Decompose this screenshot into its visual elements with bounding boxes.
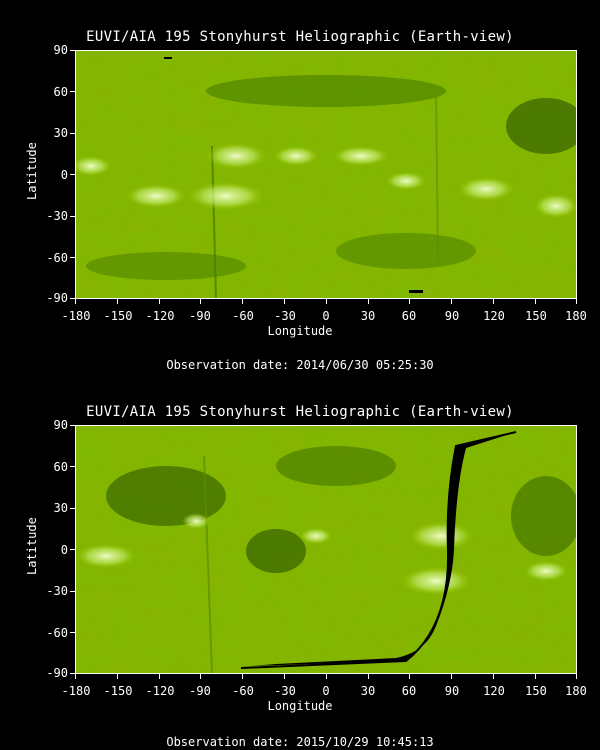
y-tick-label: -60 xyxy=(46,251,68,265)
x-tick-label: 150 xyxy=(525,684,547,698)
map-panel-top: EUVI/AIA 195 Stonyhurst Heliographic (Ea… xyxy=(25,29,587,372)
y-tick-label: -90 xyxy=(46,291,68,305)
y-tick-label: 0 xyxy=(60,168,68,182)
x-tick-label: 0 xyxy=(322,684,330,698)
map-title: EUVI/AIA 195 Stonyhurst Heliographic (Ea… xyxy=(86,404,514,420)
map-panel-bottom: EUVI/AIA 195 Stonyhurst Heliographic (Ea… xyxy=(0,375,600,750)
y-axis-label: Latitude xyxy=(25,517,39,575)
x-tick-label: -150 xyxy=(103,309,133,323)
heliographic-map-image xyxy=(75,50,577,299)
y-tick-label: -60 xyxy=(46,626,68,640)
x-tick-label: -90 xyxy=(189,309,211,323)
observation-date: Observation date: 2015/10/29 10:45:13 xyxy=(166,735,434,749)
x-tick-label: -120 xyxy=(145,684,175,698)
x-tick-label: 120 xyxy=(483,684,505,698)
heliographic-map-image xyxy=(75,425,577,674)
x-axis-label: Longitude xyxy=(267,324,333,338)
y-tick-label: 60 xyxy=(53,460,68,474)
x-tick-label: 90 xyxy=(444,684,460,698)
x-tick-label: 180 xyxy=(565,684,587,698)
y-tick-label: -30 xyxy=(46,584,68,598)
x-tick-label: -180 xyxy=(61,309,91,323)
x-tick-label: -90 xyxy=(189,684,211,698)
x-tick-label: 0 xyxy=(322,309,330,323)
y-tick-label: 0 xyxy=(60,543,68,557)
x-tick-label: -30 xyxy=(274,684,296,698)
x-tick-label: -60 xyxy=(232,684,254,698)
y-tick-label: 30 xyxy=(53,501,68,515)
x-tick-label: 90 xyxy=(444,309,460,323)
y-tick-label: 60 xyxy=(53,85,68,99)
x-tick-label: 60 xyxy=(401,684,417,698)
y-tick-label: 90 xyxy=(53,43,68,57)
x-tick-label: -180 xyxy=(61,684,91,698)
y-axis-label: Latitude xyxy=(25,142,39,200)
x-tick-label: 30 xyxy=(360,309,376,323)
y-tick-label: 90 xyxy=(53,418,68,432)
x-tick-label: 30 xyxy=(360,684,376,698)
x-tick-label: -60 xyxy=(232,309,254,323)
x-tick-label: -150 xyxy=(103,684,133,698)
x-tick-label: -30 xyxy=(274,309,296,323)
y-tick-label: 30 xyxy=(53,126,68,140)
x-tick-label: -120 xyxy=(145,309,175,323)
x-tick-label: 120 xyxy=(483,309,505,323)
map-title: EUVI/AIA 195 Stonyhurst Heliographic (Ea… xyxy=(86,29,514,45)
y-tick-label: -90 xyxy=(46,666,68,680)
x-axis-label: Longitude xyxy=(267,699,333,713)
x-tick-label: 60 xyxy=(401,309,417,323)
x-tick-label: 150 xyxy=(525,309,547,323)
x-tick-label: 180 xyxy=(565,309,587,323)
observation-date: Observation date: 2014/06/30 05:25:30 xyxy=(166,358,434,372)
y-tick-label: -30 xyxy=(46,209,68,223)
